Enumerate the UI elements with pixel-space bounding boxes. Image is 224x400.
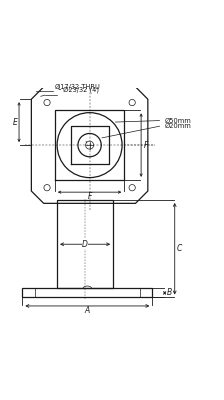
Text: A: A: [85, 306, 90, 315]
Text: └ Ø23/32 (4): └ Ø23/32 (4): [57, 86, 99, 94]
Text: Ø17/32 THRU: Ø17/32 THRU: [55, 84, 100, 90]
Text: F: F: [144, 141, 148, 150]
Text: E: E: [13, 118, 17, 127]
Text: Ø50mm: Ø50mm: [165, 118, 191, 124]
Text: C: C: [177, 244, 182, 253]
Text: Ø20mm: Ø20mm: [165, 123, 191, 129]
Text: D: D: [82, 240, 88, 249]
Text: F: F: [87, 192, 92, 201]
Bar: [57, 200, 113, 288]
Bar: [22, 288, 152, 298]
Text: B: B: [166, 288, 172, 298]
